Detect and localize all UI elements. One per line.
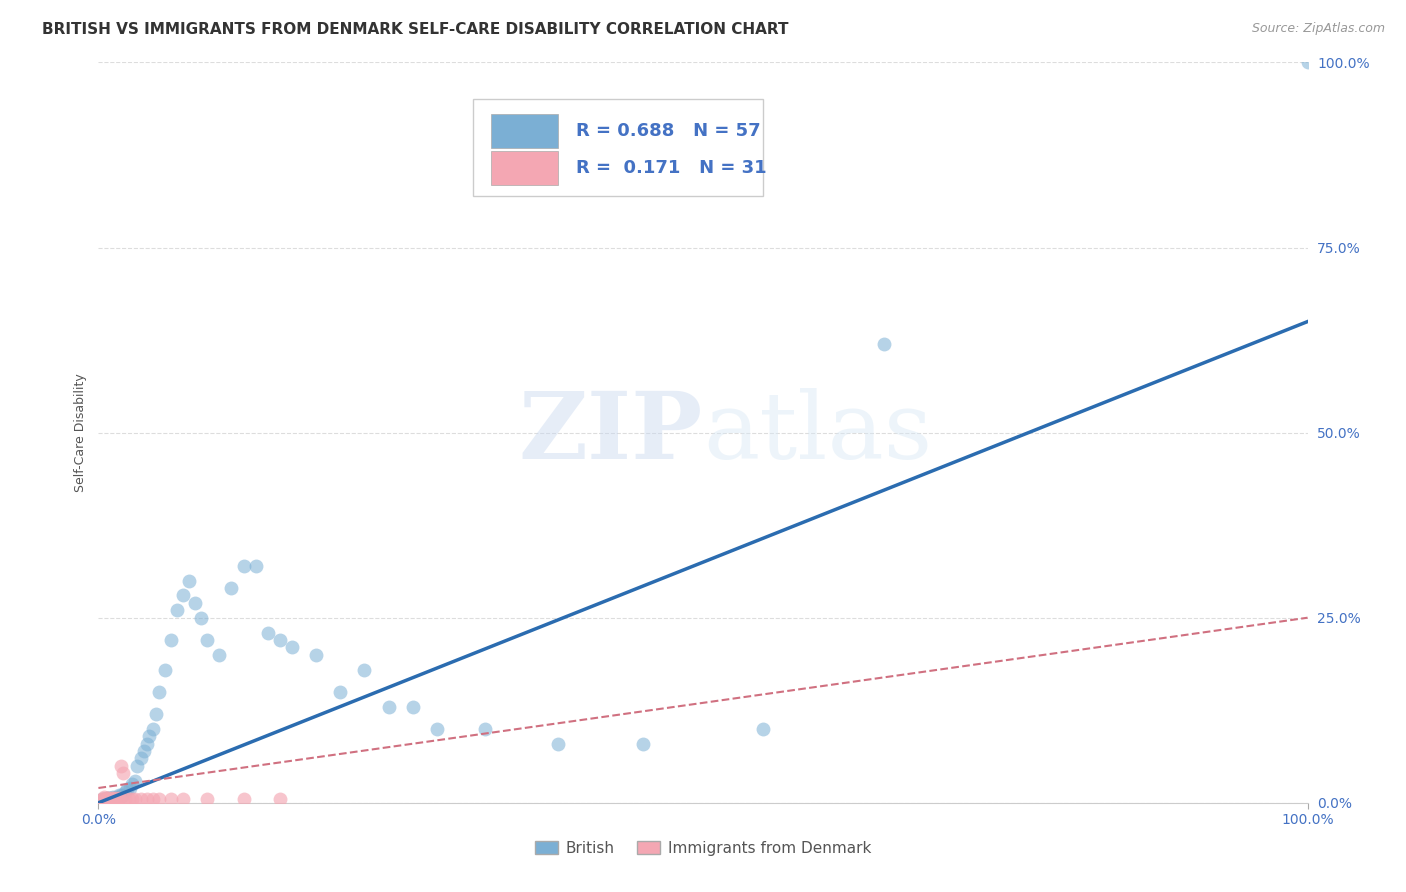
- Point: [547, 737, 569, 751]
- Point: [353, 663, 375, 677]
- Point: [91, 792, 114, 806]
- Point: [98, 792, 121, 806]
- Point: [269, 792, 291, 806]
- Point: [97, 792, 120, 806]
- Point: [221, 581, 243, 595]
- Point: [121, 777, 143, 791]
- Point: [245, 558, 267, 573]
- Point: [195, 632, 218, 647]
- Point: [93, 789, 115, 804]
- Point: [100, 791, 122, 805]
- FancyBboxPatch shape: [492, 152, 558, 185]
- Point: [256, 625, 278, 640]
- Point: [148, 792, 170, 806]
- Point: [134, 744, 156, 758]
- Point: [111, 789, 134, 803]
- Point: [96, 791, 118, 805]
- Point: [232, 558, 254, 573]
- Text: atlas: atlas: [703, 388, 932, 477]
- Point: [208, 648, 231, 662]
- Point: [329, 685, 352, 699]
- Point: [91, 792, 114, 806]
- Text: R = 0.688   N = 57: R = 0.688 N = 57: [576, 122, 761, 140]
- Point: [269, 632, 291, 647]
- Point: [111, 766, 134, 780]
- Text: ZIP: ZIP: [519, 388, 703, 477]
- Point: [377, 699, 399, 714]
- Point: [127, 758, 149, 772]
- Point: [103, 791, 125, 805]
- Point: [135, 792, 157, 806]
- Point: [103, 792, 125, 806]
- Point: [100, 790, 122, 805]
- Point: [118, 780, 141, 795]
- Point: [108, 789, 131, 804]
- Point: [305, 648, 328, 662]
- Point: [873, 336, 896, 351]
- Text: R =  0.171   N = 31: R = 0.171 N = 31: [576, 159, 766, 177]
- Point: [195, 792, 218, 806]
- Point: [110, 758, 132, 772]
- Point: [631, 737, 654, 751]
- Point: [107, 790, 129, 805]
- Point: [402, 699, 425, 714]
- Point: [94, 792, 117, 806]
- Point: [108, 791, 131, 805]
- Point: [105, 792, 128, 806]
- Text: Source: ZipAtlas.com: Source: ZipAtlas.com: [1251, 22, 1385, 36]
- Y-axis label: Self-Care Disability: Self-Care Disability: [75, 373, 87, 492]
- Point: [124, 792, 146, 806]
- Point: [160, 792, 183, 806]
- Point: [190, 610, 212, 624]
- Point: [117, 782, 139, 797]
- Point: [100, 792, 122, 806]
- Point: [98, 791, 121, 805]
- Point: [118, 792, 141, 806]
- Point: [184, 596, 207, 610]
- Point: [104, 791, 127, 805]
- Text: BRITISH VS IMMIGRANTS FROM DENMARK SELF-CARE DISABILITY CORRELATION CHART: BRITISH VS IMMIGRANTS FROM DENMARK SELF-…: [42, 22, 789, 37]
- Point: [104, 791, 127, 805]
- Point: [96, 791, 118, 805]
- Point: [138, 729, 160, 743]
- FancyBboxPatch shape: [474, 99, 763, 195]
- Point: [94, 792, 117, 806]
- Point: [172, 589, 194, 603]
- Point: [101, 789, 124, 804]
- Point: [97, 790, 120, 805]
- Point: [108, 789, 131, 803]
- Point: [114, 785, 136, 799]
- Point: [179, 574, 201, 588]
- Point: [110, 789, 132, 803]
- Point: [114, 792, 136, 806]
- Point: [107, 792, 129, 806]
- Point: [142, 722, 165, 736]
- Point: [101, 792, 124, 806]
- Point: [160, 632, 183, 647]
- Point: [121, 792, 143, 806]
- Point: [172, 792, 194, 806]
- Legend: British, Immigrants from Denmark: British, Immigrants from Denmark: [529, 835, 877, 862]
- FancyBboxPatch shape: [492, 114, 558, 147]
- Point: [100, 792, 122, 806]
- Point: [153, 663, 176, 677]
- Point: [148, 685, 170, 699]
- Point: [474, 722, 496, 736]
- Point: [752, 722, 775, 736]
- Point: [105, 789, 128, 804]
- Point: [124, 773, 146, 788]
- Point: [93, 792, 115, 806]
- Point: [426, 722, 449, 736]
- Point: [129, 751, 152, 765]
- Point: [91, 792, 114, 806]
- Point: [145, 706, 167, 721]
- Point: [108, 792, 131, 806]
- Point: [129, 792, 152, 806]
- Point: [142, 792, 165, 806]
- Point: [1296, 55, 1319, 70]
- Point: [166, 603, 188, 617]
- Point: [281, 640, 304, 655]
- Point: [135, 737, 157, 751]
- Point: [232, 792, 254, 806]
